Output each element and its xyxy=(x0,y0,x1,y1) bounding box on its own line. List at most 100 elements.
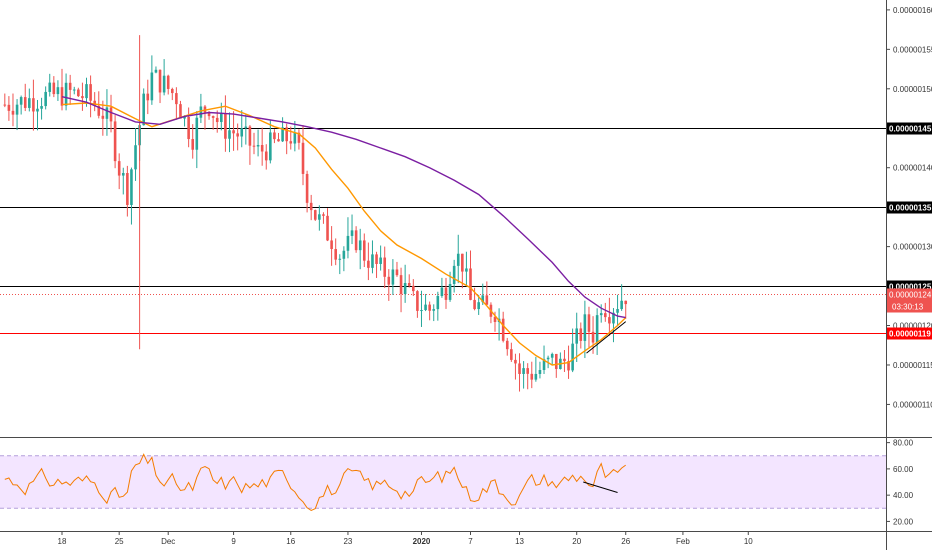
candle-body xyxy=(146,93,150,101)
time-tick-label: 25 xyxy=(115,537,124,546)
candle-body xyxy=(191,139,195,150)
candle-body xyxy=(379,257,382,264)
rsi-tick-label: 20.00 xyxy=(893,517,914,526)
price-axis[interactable]: 0.00000160 0.00000155 0.00000150 0.00000140… xyxy=(886,6,932,410)
candle-body xyxy=(383,257,387,277)
candle-body xyxy=(436,295,440,310)
time-tick-label: 16 xyxy=(286,537,295,546)
candle-body xyxy=(616,309,619,313)
candle-body xyxy=(583,314,587,341)
candle-body xyxy=(567,361,570,371)
candle-body xyxy=(391,269,395,285)
candle-body xyxy=(481,295,485,303)
candle-body xyxy=(109,107,113,122)
candle-body xyxy=(309,202,313,211)
candle-body xyxy=(591,331,595,343)
candle-body xyxy=(461,253,464,272)
candle-body xyxy=(465,268,468,272)
price-tick-label: 0.00000160 xyxy=(893,6,932,15)
candle-body xyxy=(134,145,137,170)
candle-body xyxy=(89,84,92,101)
candle-body xyxy=(420,310,423,312)
candle-body xyxy=(387,276,391,285)
candle-body xyxy=(293,132,297,144)
price-tick-label: 0.00000115 xyxy=(893,361,932,370)
candle-body xyxy=(7,104,11,111)
candle-body xyxy=(362,240,366,261)
rsi-tick-label: 60.00 xyxy=(893,465,914,474)
candle-body xyxy=(281,127,284,142)
candle-body xyxy=(207,112,211,117)
candle-body xyxy=(3,104,7,106)
candle-body xyxy=(56,87,60,95)
candles xyxy=(3,55,628,392)
candle-body xyxy=(23,97,27,108)
candle-body xyxy=(522,368,525,374)
candle-body xyxy=(505,340,509,350)
candle-body xyxy=(187,116,190,140)
candle-body xyxy=(215,117,219,123)
candle-body xyxy=(444,287,448,300)
candle-body xyxy=(448,283,452,300)
time-tick-label: Dec xyxy=(161,537,175,546)
last-price-label-bg xyxy=(887,288,932,313)
candle-body xyxy=(15,104,19,115)
candle-body xyxy=(85,84,88,99)
candle-body xyxy=(432,309,436,311)
candle-body xyxy=(101,115,105,119)
level-label-bg xyxy=(887,327,932,340)
candle-body xyxy=(342,250,346,259)
candle-body xyxy=(493,316,497,322)
candle-body xyxy=(130,169,133,205)
rsi-pane xyxy=(0,453,886,511)
candle-body xyxy=(297,132,301,143)
candle-body xyxy=(546,357,550,360)
candle-body xyxy=(68,82,72,90)
candle-body xyxy=(534,373,538,380)
price-tick-label: 0.00000150 xyxy=(893,85,932,94)
level-label: 0.00000135 xyxy=(889,204,932,213)
candle-body xyxy=(346,235,350,251)
candle-body xyxy=(407,283,411,286)
candle-body xyxy=(354,230,358,251)
rsi-line xyxy=(4,453,626,511)
candle-body xyxy=(175,93,178,105)
candle-body xyxy=(412,285,415,292)
rsi-axis[interactable]: 80.00 60.00 40.00 20.00 xyxy=(886,439,914,527)
candle-body xyxy=(211,116,215,118)
last-price-label: 0.00000124 xyxy=(889,291,932,300)
candle-body xyxy=(554,353,558,369)
candle-body xyxy=(575,328,579,344)
price-tick-label: 0.00000140 xyxy=(893,164,932,173)
candle-body xyxy=(154,69,158,73)
candle-body xyxy=(48,82,52,92)
trend-line[interactable] xyxy=(586,321,627,354)
candle-body xyxy=(538,370,542,374)
candle-body xyxy=(338,258,342,260)
candle-body xyxy=(162,75,166,93)
time-tick-label: 2020 xyxy=(413,537,431,546)
candle-body xyxy=(126,172,129,205)
candle-body xyxy=(403,283,407,295)
candle-body xyxy=(121,172,125,176)
candle-body xyxy=(93,100,96,106)
candle-body xyxy=(32,98,35,112)
candle-body xyxy=(244,126,248,129)
price-tick-label: 0.00000120 xyxy=(893,322,932,331)
candle-body xyxy=(428,304,431,311)
candle-body xyxy=(456,253,460,266)
candle-body xyxy=(72,89,76,91)
candle-body xyxy=(236,133,239,137)
candle-body xyxy=(179,104,182,119)
candle-body xyxy=(97,105,101,116)
candle-body xyxy=(228,130,231,139)
rsi-tick-label: 80.00 xyxy=(893,439,914,448)
candle-body xyxy=(563,358,566,362)
candle-body xyxy=(599,313,603,316)
candle-body xyxy=(19,97,23,105)
rsi-divergence-line[interactable] xyxy=(583,481,618,494)
candle-body xyxy=(473,299,476,310)
candle-body xyxy=(530,373,534,380)
